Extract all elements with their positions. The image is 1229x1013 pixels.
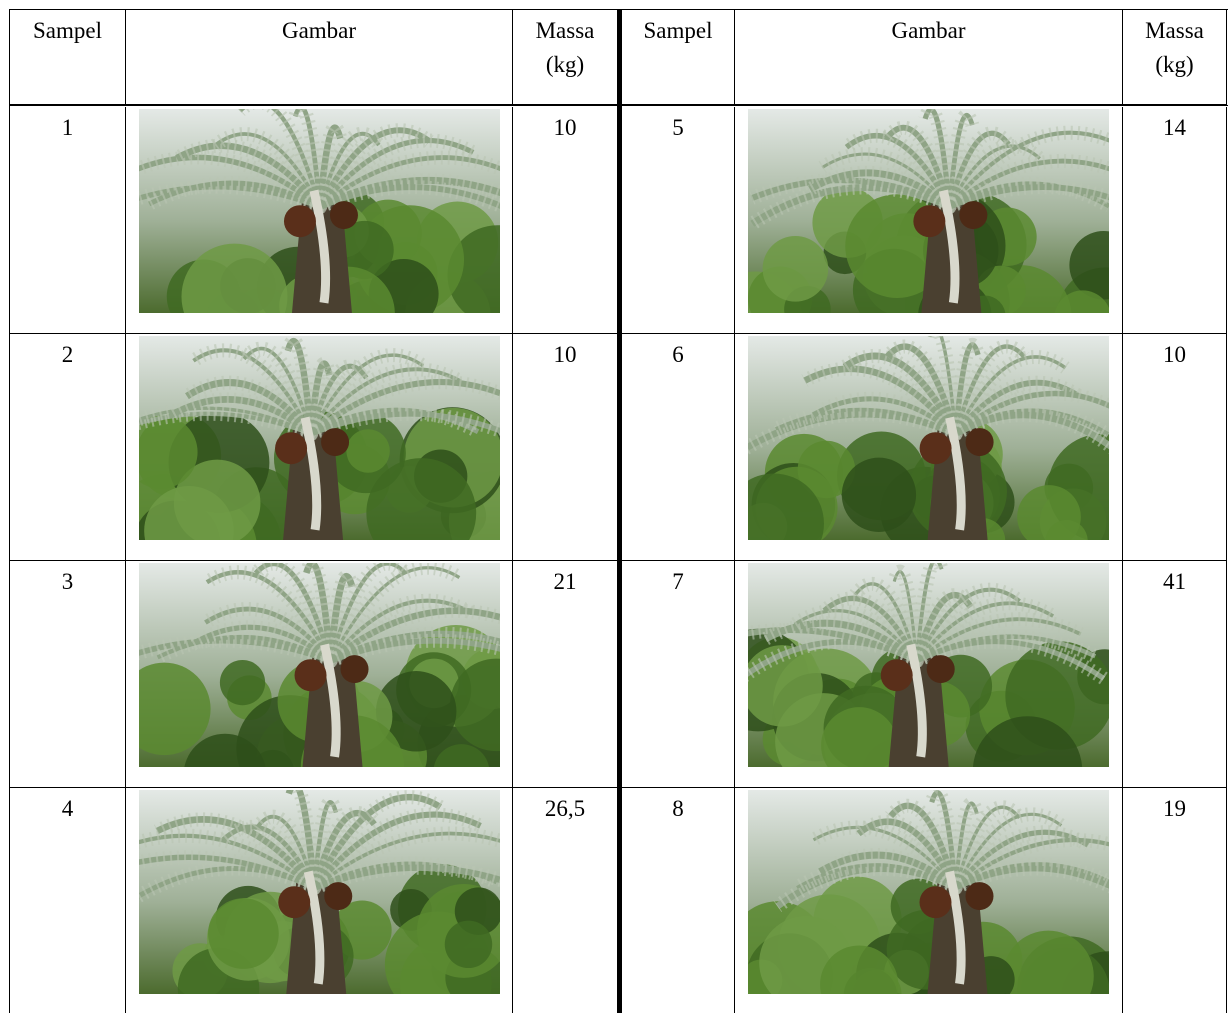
image-cell — [126, 561, 513, 788]
mass-cell: 10 — [1123, 334, 1227, 561]
mass-cell: 19 — [1123, 788, 1227, 1013]
mass-cell: 26,5 — [544, 796, 586, 821]
sample-cell: 1 — [10, 107, 126, 334]
mass-cell: 14 — [1123, 107, 1227, 334]
image-cell — [126, 334, 513, 561]
image-cell — [735, 334, 1123, 561]
palm-image — [139, 336, 500, 540]
header-cell: Massa (kg) — [1123, 10, 1227, 105]
image-cell — [126, 788, 513, 1013]
mass-cell: 10 — [513, 334, 617, 561]
palm-image — [748, 336, 1109, 540]
image-cell — [126, 107, 513, 334]
table-border — [9, 9, 1228, 10]
header-cell: Sampel — [622, 10, 735, 105]
sample-cell: 7 — [622, 561, 735, 788]
mass-cell: 41 — [1123, 561, 1227, 788]
sample-cell: 2 — [10, 334, 126, 561]
image-cell — [735, 561, 1123, 788]
image-cell — [735, 788, 1123, 1013]
header-cell: Massa (kg) — [513, 10, 617, 105]
mass-cell: 10 — [513, 107, 617, 334]
sample-cell: 3 — [10, 561, 126, 788]
sample-cell: 6 — [622, 334, 735, 561]
palm-image — [748, 563, 1109, 767]
sample-cell: 5 — [622, 107, 735, 334]
table-border — [9, 10, 10, 1013]
palm-image — [139, 109, 500, 313]
palm-image — [139, 563, 500, 767]
header-cell: Gambar — [735, 10, 1123, 105]
header-cell: Sampel — [10, 10, 126, 105]
mass-cell: 21 — [513, 561, 617, 788]
palm-image — [139, 790, 500, 994]
palm-image — [748, 109, 1109, 313]
header-rule — [9, 105, 1228, 106]
column-divider — [617, 10, 622, 1013]
header-cell: Gambar — [126, 10, 513, 105]
sample-cell: 4 — [10, 788, 126, 1013]
image-cell — [735, 107, 1123, 334]
palm-image — [748, 790, 1109, 994]
sample-cell: 8 — [622, 788, 735, 1013]
